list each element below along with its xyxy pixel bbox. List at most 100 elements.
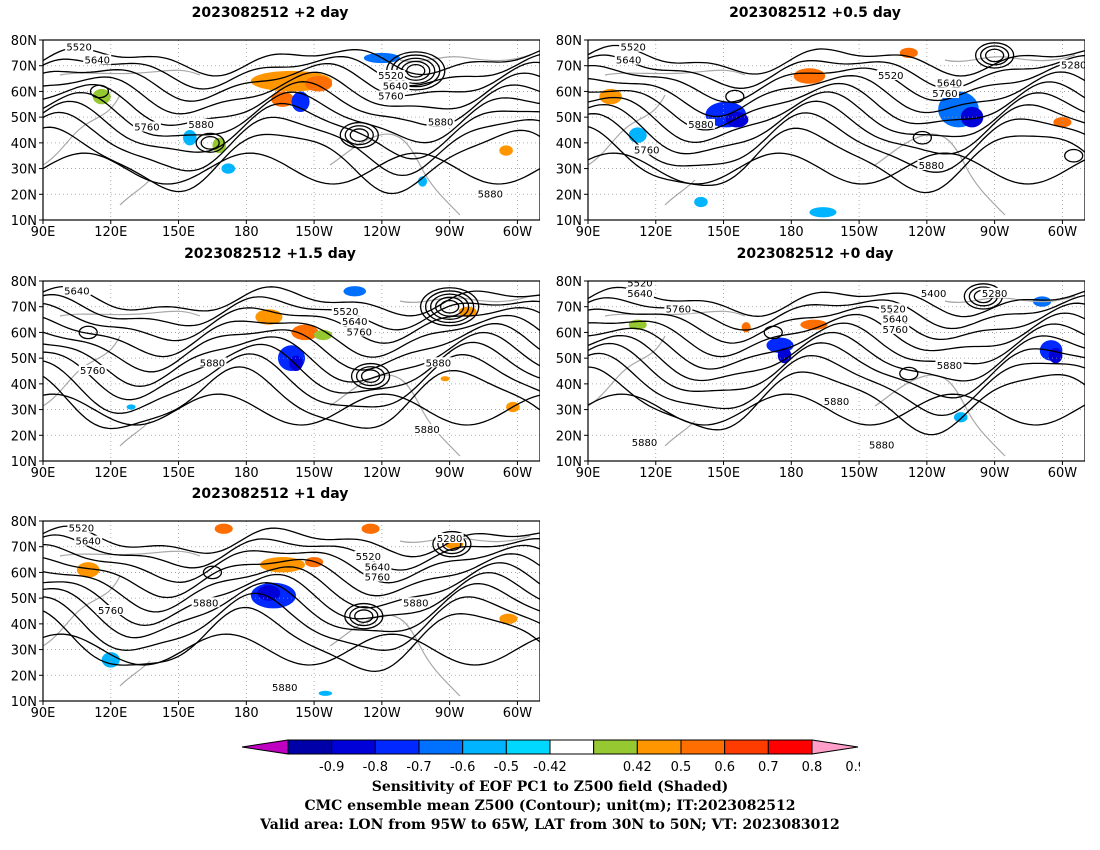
closed-contour xyxy=(984,48,1005,63)
lon-tick-label: 180 xyxy=(779,225,804,240)
contour-label: 5880 xyxy=(200,358,225,369)
lon-tick-label: 150W xyxy=(840,225,878,240)
z500-contour xyxy=(43,592,540,651)
contour-label: 5520 xyxy=(878,71,903,82)
contour-label: 5760 xyxy=(134,122,159,133)
contour-label: 5760 xyxy=(80,366,105,377)
z500-contour xyxy=(588,71,1085,118)
colorbar-box xyxy=(418,739,464,755)
lat-tick-label: 40N xyxy=(556,137,582,152)
lon-tick-label: 90E xyxy=(31,225,56,240)
closed-contour xyxy=(899,366,919,381)
closed-contour xyxy=(434,296,465,317)
map-plot: 5520564057605880552056405760528058805880… xyxy=(11,515,540,721)
colorbar-label: -0.5 xyxy=(494,760,519,775)
colorbar-box xyxy=(462,739,507,755)
closed-contour xyxy=(419,287,480,327)
lon-tick-label: 90W xyxy=(435,225,465,240)
contour-label: 5880 xyxy=(403,598,428,609)
contour-label-bg xyxy=(345,326,374,337)
lat-tick-label: 70N xyxy=(556,60,582,75)
colorbar-label: 0.6 xyxy=(714,760,735,775)
closed-contour xyxy=(763,325,783,340)
lon-tick-label: 180 xyxy=(234,706,259,721)
closed-contour xyxy=(195,132,225,153)
z500-contour xyxy=(588,44,1085,77)
contour-label: 5640 xyxy=(627,289,652,300)
lon-tick-label: 60W xyxy=(503,706,533,721)
z500-contour xyxy=(43,562,540,613)
colorbar-box xyxy=(331,739,376,755)
lat-tick-label: 20N xyxy=(11,188,37,203)
lat-tick-label: 10N xyxy=(556,214,582,229)
contour-label-bg xyxy=(381,80,410,91)
lat-tick-label: 50N xyxy=(556,111,582,126)
lat-tick-label: 70N xyxy=(11,60,37,75)
contour-label-bg xyxy=(917,160,946,170)
z500-contour xyxy=(588,302,1085,344)
colorbar-graphic: -0.9 -0.8 -0.7 -0.6 -0.5 -0.42 0.42 0.5 0.6 0.7 0.… xyxy=(241,739,866,775)
lat-tick-label: 70N xyxy=(11,541,37,556)
colorbar-label: -0.7 xyxy=(406,760,431,775)
contour-label-bg xyxy=(74,535,103,546)
lat-tick-label: 10N xyxy=(11,214,37,229)
closed-contour xyxy=(974,42,1015,69)
contour-label: 5520 xyxy=(627,279,652,290)
z500-contour xyxy=(43,285,540,317)
lat-tick-label: 80N xyxy=(556,275,582,290)
sensitivity-shade xyxy=(126,404,136,410)
coastline xyxy=(329,614,461,697)
z500-contour xyxy=(588,393,1085,426)
contour-label: 5880 xyxy=(428,117,453,128)
colorbar-box xyxy=(374,739,420,755)
lon-tick-label: 150E xyxy=(707,466,740,481)
panel-title: 2023082512 +2 day xyxy=(191,5,349,21)
lon-tick-label: 150W xyxy=(295,225,333,240)
panel-title: 2023082512 +0.5 day xyxy=(729,5,901,21)
contour-label: 5520 xyxy=(333,307,358,318)
contour-label-bg xyxy=(65,41,94,52)
colorbar-box xyxy=(549,739,595,755)
sensitivity-shade xyxy=(76,562,100,578)
lon-tick-label: 90E xyxy=(31,466,56,481)
colorbar-box xyxy=(680,739,726,755)
panel-title: 2023082512 +0 day xyxy=(736,246,894,262)
contour-label-bg xyxy=(331,305,360,316)
plot-frame xyxy=(587,39,1085,221)
lon-tick-label: 180 xyxy=(234,466,259,481)
contour-label: 5640 xyxy=(383,81,408,92)
contour-label: 5760 xyxy=(365,573,390,584)
lat-tick-label: 50N xyxy=(11,111,37,126)
lon-tick-label: 120W xyxy=(363,466,401,481)
contour-label: 5280 xyxy=(437,534,462,545)
contour-label-bg xyxy=(935,359,964,370)
contour-label-bg xyxy=(935,77,964,88)
z500-contour xyxy=(588,366,1085,436)
colorbar-box xyxy=(724,739,769,755)
panel-title: 2023082512 +1.5 day xyxy=(184,246,356,262)
contour-label-bg xyxy=(376,70,405,80)
sensitivity-shade xyxy=(318,690,333,696)
closed-contour xyxy=(89,84,110,99)
lon-tick-label: 60W xyxy=(503,225,533,240)
lat-tick-label: 60N xyxy=(556,326,582,341)
sensitivity-shade xyxy=(741,322,751,333)
plot-background xyxy=(43,521,540,701)
map-plot: 55205640588057605520564057605280588080N7… xyxy=(556,34,1085,240)
contour-label: 5880 xyxy=(824,397,849,408)
sensitivity-shade xyxy=(183,130,197,146)
contour-label: 5880 xyxy=(937,361,962,372)
contour-label-bg xyxy=(132,121,161,132)
sensitivity-shade xyxy=(777,347,792,364)
contour-label-bg xyxy=(881,323,910,334)
contour-label-bg xyxy=(625,281,654,288)
z500-contour xyxy=(43,582,540,639)
coastline xyxy=(399,295,531,303)
caption-shading: Sensitivity of EOF PC1 to Z500 field (Sh… xyxy=(371,779,729,795)
z500-contour xyxy=(43,71,540,115)
lat-tick-label: 50N xyxy=(556,352,582,367)
z500-contour xyxy=(43,553,540,599)
contour-label: 5640 xyxy=(84,56,109,67)
lon-tick-label: 150E xyxy=(162,706,195,721)
map-panel-plus2day: 2023082512 +2 day 5520 5640 5760 5880 5520 56… xyxy=(0,5,540,245)
